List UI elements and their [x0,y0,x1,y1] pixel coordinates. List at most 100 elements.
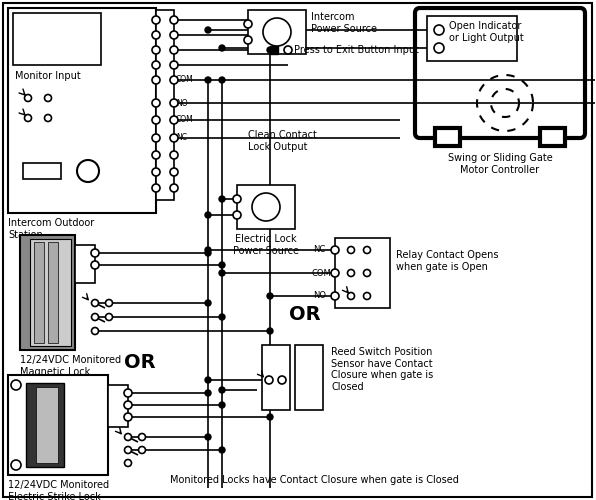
Circle shape [219,77,225,83]
Bar [540,128,565,146]
Circle shape [170,168,178,176]
Text: COM: COM [311,268,331,278]
Bar [295,345,323,410]
Circle shape [91,261,99,269]
Circle shape [364,246,371,254]
FancyBboxPatch shape [415,8,585,138]
Bar [8,375,108,475]
Circle shape [219,387,225,393]
Text: COM: COM [176,116,194,124]
Text: Press to Exit Button Input: Press to Exit Button Input [294,45,419,55]
Circle shape [170,151,178,159]
Circle shape [152,99,160,107]
Text: NC: NC [313,246,325,254]
Bar [108,385,128,427]
Circle shape [205,390,211,396]
Circle shape [331,246,339,254]
Circle shape [219,270,225,276]
Circle shape [138,446,145,454]
Bar [23,163,61,179]
Circle shape [152,46,160,54]
Circle shape [252,193,280,221]
Bar [435,128,460,146]
Bar [26,383,64,467]
Bar [262,345,290,410]
Circle shape [125,446,132,454]
Circle shape [331,292,339,300]
Circle shape [125,434,132,440]
Circle shape [105,300,113,306]
Circle shape [219,447,225,453]
Circle shape [170,116,178,124]
Circle shape [267,414,273,420]
Bar [34,242,44,343]
Text: Monitor Input: Monitor Input [15,71,80,81]
Circle shape [244,20,252,28]
Circle shape [170,46,178,54]
Circle shape [205,250,211,256]
Circle shape [205,212,211,218]
Bar [270,46,278,54]
Circle shape [45,94,51,102]
Circle shape [124,413,132,421]
Circle shape [92,328,98,334]
Bar [335,238,390,308]
Circle shape [170,134,178,142]
Circle shape [92,314,98,320]
Text: Electric Lock
Power Source: Electric Lock Power Source [233,234,299,256]
Circle shape [205,27,211,33]
Circle shape [124,401,132,409]
Bar [13,13,101,65]
Bar [156,10,174,200]
Circle shape [152,31,160,39]
Text: Monitored Locks have Contact Closure when gate is Closed: Monitored Locks have Contact Closure whe… [170,475,459,485]
Circle shape [138,434,145,440]
Text: COM: COM [176,76,194,84]
Circle shape [331,269,339,277]
Text: Relay Contact Opens
when gate is Open: Relay Contact Opens when gate is Open [396,250,498,272]
Circle shape [364,270,371,276]
Circle shape [92,300,98,306]
Circle shape [205,377,211,383]
Text: ~: ~ [259,198,274,216]
Bar [30,239,71,346]
Circle shape [45,114,51,121]
Bar [36,387,58,463]
Circle shape [152,184,160,192]
Circle shape [205,434,211,440]
Bar [20,235,75,350]
Circle shape [347,292,355,300]
Circle shape [124,389,132,397]
Circle shape [219,402,225,408]
Bar [75,245,95,283]
Circle shape [284,46,292,54]
Text: 12/24VDC Monitored
Magnetic Lock: 12/24VDC Monitored Magnetic Lock [20,355,121,376]
Circle shape [267,47,273,53]
Text: Clean Contact
Lock Output: Clean Contact Lock Output [248,130,317,152]
Circle shape [152,168,160,176]
Circle shape [265,376,273,384]
Bar [248,10,306,54]
Text: OR: OR [124,354,156,372]
Circle shape [152,16,160,24]
Text: NO: NO [313,292,326,300]
Circle shape [170,184,178,192]
Circle shape [91,249,99,257]
Circle shape [152,134,160,142]
Circle shape [347,270,355,276]
Circle shape [267,293,273,299]
Circle shape [77,160,99,182]
Circle shape [434,43,444,53]
Bar [48,242,58,343]
Circle shape [205,300,211,306]
Circle shape [152,76,160,84]
Text: Swing or Sliding Gate
Motor Controller: Swing or Sliding Gate Motor Controller [448,153,552,174]
Circle shape [170,31,178,39]
Text: Intercom
Power Source: Intercom Power Source [311,12,377,34]
Bar [427,16,517,61]
Circle shape [170,99,178,107]
Circle shape [233,195,241,203]
Circle shape [11,460,21,470]
Bar [8,8,156,213]
Circle shape [219,262,225,268]
